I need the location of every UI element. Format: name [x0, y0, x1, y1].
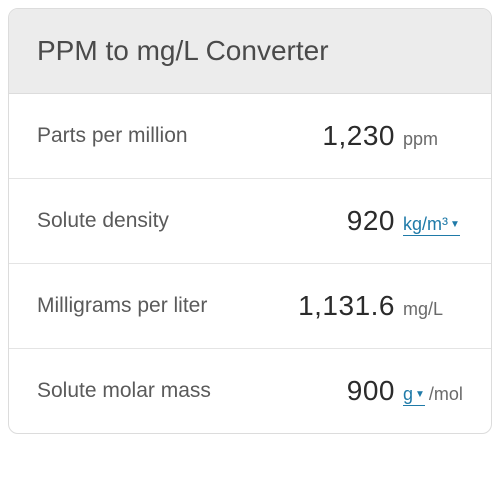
- chevron-down-icon: ▼: [450, 219, 460, 230]
- converter-card: PPM to mg/L Converter Parts per million …: [8, 8, 492, 434]
- unit-mgl: mg/L: [403, 299, 443, 320]
- row-mgl: Milligrams per liter 1,131.6 mg/L: [9, 264, 491, 349]
- label-solute-density: Solute density: [37, 209, 169, 233]
- unit-group-ppm: ppm: [403, 129, 467, 150]
- chevron-down-icon: ▼: [415, 389, 425, 400]
- value-ppm[interactable]: 1,230: [322, 120, 395, 152]
- unit-dropdown-label: kg/m³: [403, 215, 448, 235]
- card-header: PPM to mg/L Converter: [9, 9, 491, 94]
- label-ppm: Parts per million: [37, 124, 188, 148]
- unit-ppm: ppm: [403, 129, 438, 150]
- row-ppm: Parts per million 1,230 ppm: [9, 94, 491, 179]
- row-molar-mass: Solute molar mass 900 g ▼ /mol: [9, 349, 491, 433]
- unit-group-molar-mass: g ▼ /mol: [403, 384, 467, 406]
- unit-group-solute-density: kg/m³ ▼: [403, 215, 467, 236]
- unit-dropdown-molar-mass[interactable]: g ▼: [403, 385, 425, 406]
- value-wrap-solute-density: 920 kg/m³ ▼: [169, 205, 467, 237]
- value-molar-mass[interactable]: 900: [347, 375, 395, 407]
- value-wrap-molar-mass: 900 g ▼ /mol: [211, 375, 467, 407]
- value-wrap-ppm: 1,230 ppm: [188, 120, 467, 152]
- unit-dropdown-solute-density[interactable]: kg/m³ ▼: [403, 215, 460, 236]
- label-molar-mass: Solute molar mass: [37, 379, 211, 403]
- unit-dropdown-label: g: [403, 385, 413, 405]
- unit-suffix-molar-mass: /mol: [429, 384, 463, 405]
- unit-group-mgl: mg/L: [403, 299, 467, 320]
- value-solute-density[interactable]: 920: [347, 205, 395, 237]
- label-mgl: Milligrams per liter: [37, 294, 207, 318]
- card-title: PPM to mg/L Converter: [37, 35, 463, 67]
- row-solute-density: Solute density 920 kg/m³ ▼: [9, 179, 491, 264]
- value-mgl[interactable]: 1,131.6: [298, 290, 395, 322]
- value-wrap-mgl: 1,131.6 mg/L: [207, 290, 467, 322]
